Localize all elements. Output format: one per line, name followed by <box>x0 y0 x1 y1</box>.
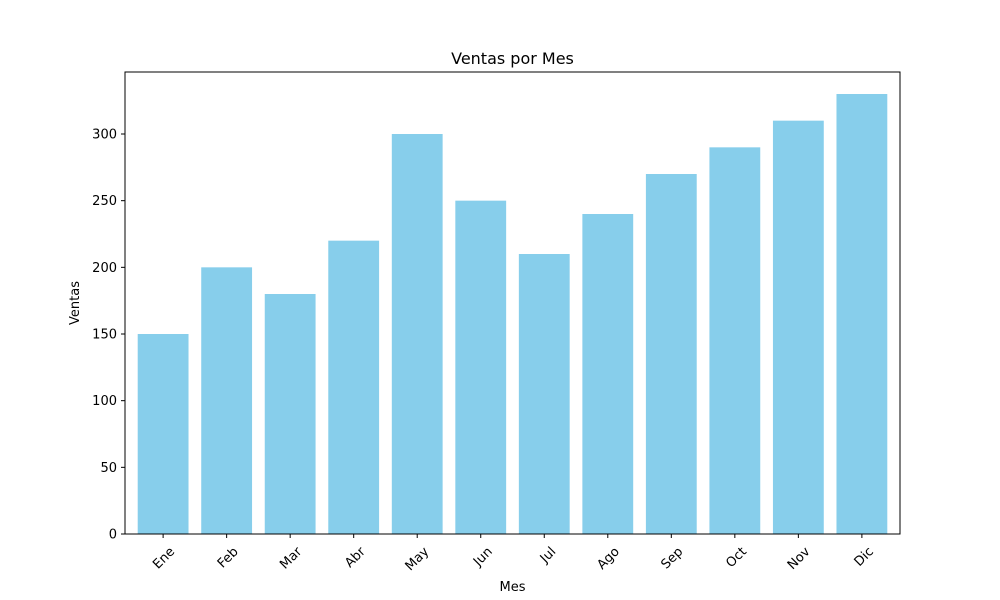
y-tick-label: 200 <box>92 261 117 276</box>
bar-abr <box>328 240 380 534</box>
y-axis-label: Ventas <box>68 281 83 325</box>
y-tick-label: 150 <box>92 328 117 343</box>
bar-mar <box>264 294 316 534</box>
bar-jun <box>455 200 507 534</box>
bar-ago <box>582 214 634 534</box>
y-tick-label: 100 <box>92 394 117 409</box>
bars-group <box>137 94 888 535</box>
bar-nov <box>772 120 824 535</box>
bar-jul <box>518 254 570 534</box>
y-tick-label: 250 <box>92 194 117 209</box>
bar-dic <box>836 94 888 534</box>
y-tick-label: 0 <box>109 528 117 543</box>
y-axis: 0 50 100 150 200 250 300 <box>92 128 125 543</box>
bar-may <box>391 134 443 534</box>
plot-frame <box>124 71 901 535</box>
bar-sep <box>645 174 697 534</box>
y-tick-label: 50 <box>100 461 117 476</box>
bar-feb <box>201 267 253 534</box>
bar-oct <box>709 147 761 535</box>
x-axis-label: Mes <box>500 580 526 595</box>
chart-title: Ventas por Mes <box>451 49 574 68</box>
y-tick-label: 300 <box>92 128 117 143</box>
bar-ene <box>137 334 189 534</box>
